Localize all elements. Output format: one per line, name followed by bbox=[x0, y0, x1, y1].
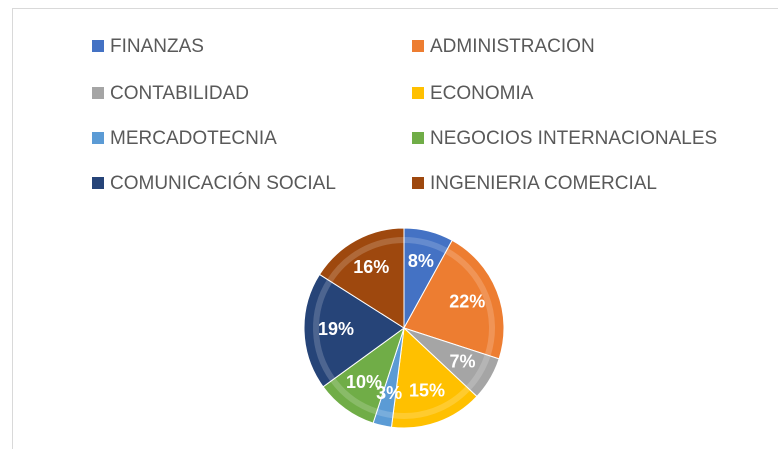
legend-swatch bbox=[412, 132, 424, 144]
data-label: 19% bbox=[318, 319, 354, 339]
slice-bevel bbox=[313, 279, 336, 382]
slice-bevel bbox=[392, 386, 471, 419]
legend-label: ECONOMIA bbox=[430, 83, 534, 104]
legend-swatch bbox=[412, 87, 424, 99]
slice-bevel bbox=[403, 237, 448, 254]
legend-swatch bbox=[412, 40, 424, 52]
legend-label: MERCADOTECNIA bbox=[110, 128, 277, 149]
legend-swatch bbox=[92, 40, 104, 52]
data-label: 16% bbox=[353, 257, 389, 277]
data-label: 22% bbox=[449, 292, 485, 312]
data-label: 3% bbox=[376, 383, 402, 403]
legend-label: INGENIERIA COMERCIAL bbox=[430, 173, 657, 194]
slice-bevel bbox=[375, 408, 394, 419]
legend-label: FINANZAS bbox=[110, 36, 204, 57]
slice-bevel bbox=[330, 377, 378, 415]
legend-label: COMUNICACIÓN SOCIAL bbox=[110, 172, 336, 194]
data-label: 10% bbox=[346, 372, 382, 392]
legend-swatch bbox=[92, 132, 104, 144]
pie-slice bbox=[318, 227, 405, 329]
pie-slice bbox=[403, 239, 505, 360]
legend-swatch bbox=[92, 87, 104, 99]
legend-swatch bbox=[92, 177, 104, 189]
slice-bevel bbox=[465, 354, 491, 391]
legend-label: CONTABILIDAD bbox=[110, 83, 249, 104]
legend-label: NEGOCIOS INTERNACIONALES bbox=[430, 128, 717, 149]
legend-label: ADMINISTRACION bbox=[430, 36, 595, 57]
data-label: 15% bbox=[409, 381, 445, 401]
legend-swatch bbox=[412, 177, 424, 189]
data-label: 8% bbox=[408, 251, 434, 271]
data-label: 7% bbox=[450, 351, 476, 371]
slice-bevel bbox=[327, 237, 405, 283]
pie-slice bbox=[390, 326, 478, 429]
pie-slice bbox=[303, 273, 405, 388]
slice-bevel bbox=[444, 248, 495, 357]
